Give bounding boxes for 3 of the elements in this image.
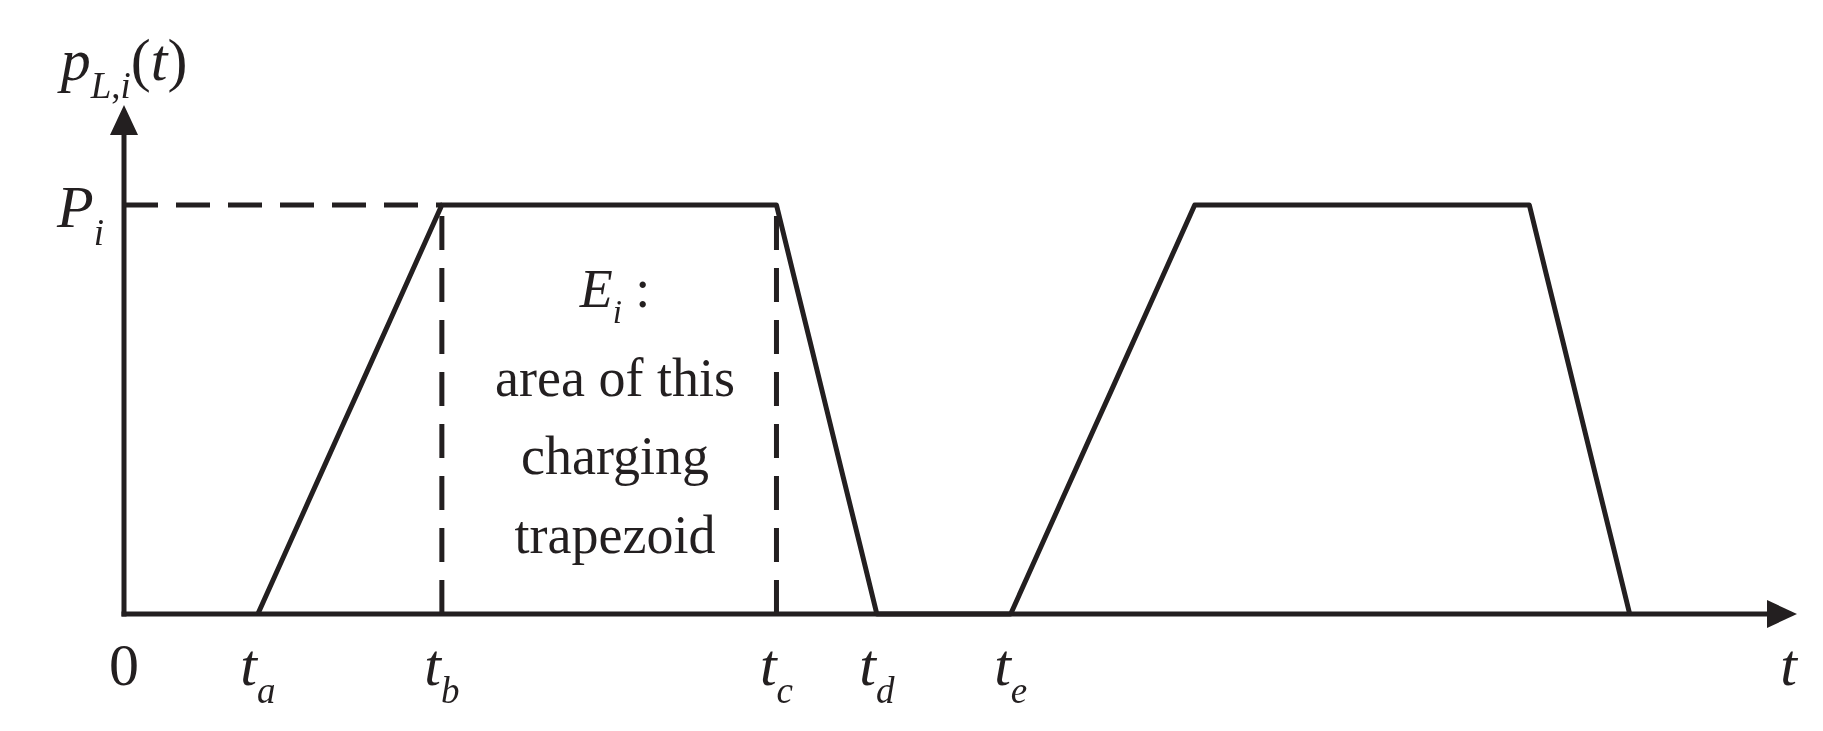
- x-axis-title: t: [1780, 632, 1799, 698]
- annotation: area of this charging trapezoid: [495, 348, 735, 565]
- x-tick-label: 0: [109, 632, 139, 698]
